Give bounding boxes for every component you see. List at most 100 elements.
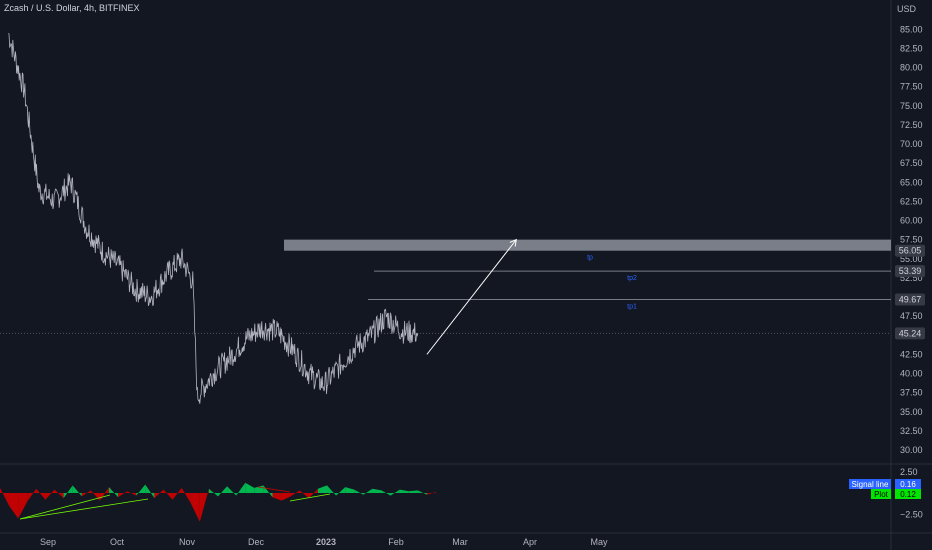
zone-label: tp <box>587 255 593 262</box>
price-tick-label: 40.00 <box>900 369 923 379</box>
level-badge-label: 56.05 <box>899 246 922 256</box>
level-badge-label: 49.67 <box>899 295 922 305</box>
time-tick-label: Mar <box>452 537 468 547</box>
price-tick-label: 80.00 <box>900 63 923 73</box>
level-badge <box>895 293 925 306</box>
price-tick-label: 52.50 <box>900 273 923 283</box>
currency-label: USD <box>896 4 916 14</box>
osc-area-segment <box>354 489 364 495</box>
osc-area-segment <box>127 491 137 496</box>
osc-area-segment <box>145 484 155 499</box>
time-tick-label: Dec <box>248 537 265 547</box>
chart-title: Zcash / U.S. Dollar, 4h, BITFINEX <box>4 3 140 13</box>
osc-trendline <box>19 494 111 520</box>
osc-area-segment <box>299 490 309 499</box>
osc-area-segment <box>254 485 264 493</box>
price-tick-label: 65.00 <box>900 177 923 187</box>
price-tick-label: 62.50 <box>900 196 923 206</box>
price-tick-label: 30.00 <box>900 445 923 455</box>
price-tick-label: 35.00 <box>900 407 923 417</box>
axes: 30.00 32.50 35.00 37.50 40.00 42.50 47.50 52.50… <box>40 24 925 547</box>
osc-area-segment <box>36 488 46 500</box>
osc-area-segment <box>9 493 19 519</box>
level-text: tp2 <box>627 275 637 282</box>
level-text: tp1 <box>627 304 637 311</box>
osc-area-segment <box>372 488 382 493</box>
price-tick-label: 60.00 <box>900 216 923 226</box>
osc-area-segment <box>18 493 28 519</box>
osc-area-segment <box>81 490 91 497</box>
plot-name: Plot <box>874 490 889 499</box>
price-tick-label: 70.00 <box>900 139 923 149</box>
signal-line-badge <box>849 479 891 489</box>
price-tick-label: 57.50 <box>900 235 923 245</box>
time-tick-label: Feb <box>388 537 404 547</box>
osc-area-segment <box>317 485 327 493</box>
oscillator-pane <box>0 482 436 522</box>
osc-tick-label: −2.50 <box>900 509 923 519</box>
osc-area-segment <box>236 482 246 496</box>
time-tick-label: Oct <box>110 537 125 547</box>
time-tick-label: Nov <box>179 537 196 547</box>
osc-area-segment <box>199 488 209 522</box>
level-badge <box>895 244 925 257</box>
osc-area-segment <box>290 490 300 497</box>
osc-area-segment <box>417 490 427 495</box>
osc-area-segment <box>27 488 37 502</box>
price-tick-label: 77.50 <box>900 82 923 92</box>
time-tick-label: 2023 <box>316 537 336 547</box>
osc-area-segment <box>399 489 409 493</box>
osc-area-segment <box>99 487 109 501</box>
osc-area-segment <box>0 487 10 506</box>
price-tick-label: 75.00 <box>900 101 923 111</box>
price-tick-label: 32.50 <box>900 426 923 436</box>
osc-area-segment <box>72 485 82 497</box>
osc-area-segment <box>163 489 173 500</box>
osc-area-segment <box>208 488 218 497</box>
osc-area-segment <box>154 489 164 499</box>
price-tick-label: 55.00 <box>900 254 923 264</box>
osc-trendline <box>289 493 331 502</box>
price-line <box>8 33 419 404</box>
osc-area-segment <box>227 486 237 496</box>
osc-area-segment <box>327 485 337 496</box>
price-tick-label: 42.50 <box>900 349 923 359</box>
price-tick-label: 72.50 <box>900 120 923 130</box>
osc-area-segment <box>109 487 119 498</box>
osc-area-segment <box>63 485 73 499</box>
osc-area-segment <box>308 488 318 499</box>
price-tick-label: 82.50 <box>900 43 923 53</box>
plot-badge <box>871 489 891 499</box>
osc-area-segment <box>272 493 282 501</box>
price-tick-label: 85.00 <box>900 24 923 34</box>
osc-area-segment <box>408 490 418 493</box>
osc-area-segment <box>263 485 273 498</box>
price-tick-label: 67.50 <box>900 158 923 168</box>
time-tick-label: Sep <box>40 537 56 547</box>
level-badge <box>895 327 925 340</box>
time-tick-label: Apr <box>523 537 537 547</box>
osc-trendline <box>257 486 291 493</box>
osc-area-segment <box>381 490 391 496</box>
osc-area-segment <box>190 493 200 522</box>
level-badge-label: 53.39 <box>899 266 922 276</box>
osc-area-segment <box>245 482 255 493</box>
osc-area-segment <box>136 484 146 496</box>
projection-arrow <box>426 239 517 355</box>
osc-area-segment <box>390 489 400 496</box>
target-zone <box>284 239 891 251</box>
osc-area-segment <box>363 488 373 495</box>
osc-area-segment <box>45 489 55 500</box>
level-badge-label: 45.24 <box>899 328 922 338</box>
price-tick-label: 37.50 <box>900 388 923 398</box>
osc-area-segment <box>345 487 355 493</box>
osc-area-segment <box>54 489 64 499</box>
osc-area-segment <box>281 493 291 501</box>
osc-area-segment <box>426 492 436 495</box>
arrow-head <box>509 238 517 247</box>
osc-area-segment <box>218 486 228 497</box>
signal-line-value: 0.16 <box>900 480 916 489</box>
signal-line-name: Signal line <box>852 480 889 489</box>
osc-area-segment <box>336 487 346 496</box>
